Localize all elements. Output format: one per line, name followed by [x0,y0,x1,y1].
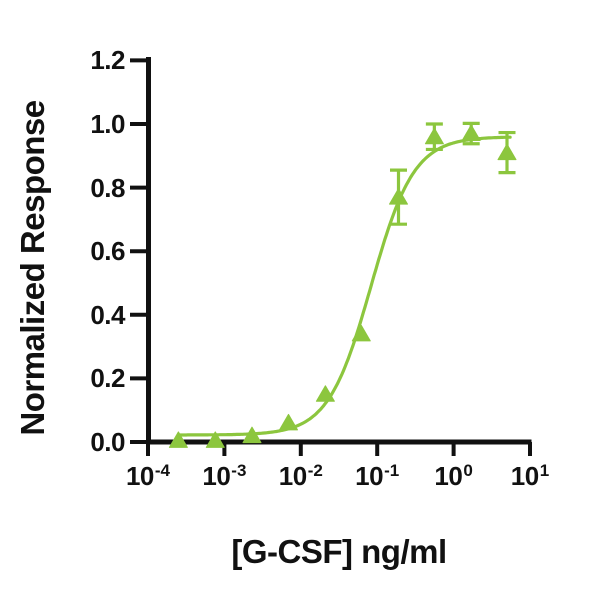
data-point-marker [389,188,408,205]
y-tick-label: 0.2 [90,363,125,394]
x-tick-exponent: -1 [384,461,400,480]
x-tick-base: 10 [434,461,463,491]
data-point-marker [168,431,188,448]
x-tick-label: 101 [511,461,549,492]
x-tick-base: 10 [355,461,384,491]
y-tick-label: 1.0 [90,109,125,139]
x-tick-exponent: -2 [307,461,323,480]
x-tick-label: 100 [434,461,472,492]
x-tick-base: 10 [125,461,154,491]
y-tick-label: 1.2 [90,45,125,76]
x-tick-label: 10-1 [355,461,399,492]
x-tick-exponent: 1 [539,461,550,480]
data-point-marker [279,413,298,431]
y-tick-label: 0.8 [90,172,125,203]
x-tick-base: 10 [510,461,539,491]
y-axis-title: Normalized Response [14,100,51,436]
x-tick-base: 10 [202,461,231,491]
x-axis-title: [G-CSF] ng/ml [231,533,447,570]
x-tick-exponent: -4 [154,461,171,480]
data-point-marker [242,426,262,444]
data-point-marker [461,124,481,141]
fit-curve [177,135,512,437]
x-tick-label: 10-4 [126,461,170,492]
x-tick-label: 10-3 [202,461,246,492]
data-point-marker [351,324,371,342]
data-point-marker [315,385,335,402]
data-point-marker [424,127,444,145]
y-tick-label: 0.6 [90,236,125,267]
x-tick-label: 10-2 [279,461,323,492]
data-point-marker [497,143,517,161]
data-point-marker [205,431,225,448]
y-tick-label: 0.0 [90,427,125,457]
x-tick-exponent: -3 [231,461,247,480]
y-tick-label: 0.4 [90,299,125,330]
x-tick-base: 10 [278,461,307,491]
x-tick-exponent: 0 [463,461,473,480]
